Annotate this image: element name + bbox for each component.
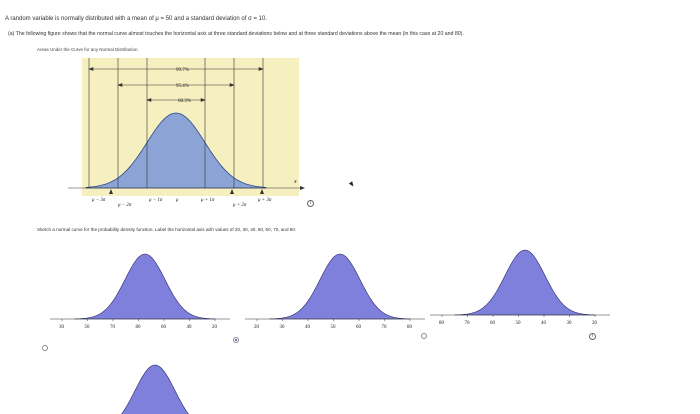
option-c-curve xyxy=(454,249,596,316)
question-part-a: (a) The following figure shows that the … xyxy=(8,31,464,37)
option-b-curve xyxy=(269,253,411,320)
pct-95-4-label: 95.4% xyxy=(176,84,189,89)
figure-caption: Areas Under the Curve for any Normal Dis… xyxy=(37,47,138,52)
label-mu-plus-3sigma: μ + 3σ xyxy=(258,198,272,203)
option-b-ticks: 20 30 40 50 60 70 80 xyxy=(254,319,413,330)
question-intro: A random variable is normally distribute… xyxy=(5,16,267,22)
tick-arrows xyxy=(109,189,264,194)
tick-label: 30 xyxy=(567,321,573,326)
tick-label: 60 xyxy=(490,321,496,326)
tick-label: 50 xyxy=(516,321,522,326)
option-a-ticks: 30 50 70 80 60 40 20 xyxy=(59,319,218,330)
tick-label: 50 xyxy=(331,325,337,330)
label-mu: μ xyxy=(176,198,179,203)
tick-label: 80 xyxy=(439,321,445,326)
tick-label: 20 xyxy=(212,325,218,330)
label-mu-plus-1sigma: μ + 1σ xyxy=(201,198,215,203)
tick-label: 60 xyxy=(161,325,167,330)
tick-label: 20 xyxy=(592,321,598,326)
option-c-graph[interactable]: 80 70 60 50 40 30 20 xyxy=(430,240,610,335)
sigma-lines xyxy=(88,58,264,188)
x-axis-arrow xyxy=(300,186,305,190)
option-a-curve xyxy=(74,253,216,320)
tick-label: 20 xyxy=(254,325,260,330)
pct-99-7-label: 99.7% xyxy=(176,68,189,73)
option-d-graph[interactable] xyxy=(95,360,215,414)
tick-label: 40 xyxy=(305,325,311,330)
x-axis-label: x xyxy=(293,179,297,185)
arrow-68-3 xyxy=(146,98,206,102)
tick-label: 60 xyxy=(356,325,362,330)
label-mu-minus-3sigma: μ − 3σ xyxy=(92,198,106,203)
option-a-radio[interactable] xyxy=(42,345,48,351)
percentage-arrows xyxy=(88,67,264,102)
arrow-95-4 xyxy=(117,83,235,87)
label-mu-minus-2sigma: μ − 2σ xyxy=(118,203,132,208)
label-mu-plus-2sigma: μ + 2σ xyxy=(233,203,247,208)
option-c-info-icon[interactable]: i xyxy=(589,333,596,340)
tick-label: 80 xyxy=(136,325,142,330)
tick-label: 70 xyxy=(110,325,116,330)
info-icon[interactable]: i xyxy=(307,200,314,207)
tick-label: 70 xyxy=(382,325,388,330)
tick-label: 50 xyxy=(85,325,91,330)
tick-label: 80 xyxy=(407,325,413,330)
option-a-graph[interactable]: 30 50 70 80 60 40 20 xyxy=(50,240,230,335)
option-b-graph[interactable]: 20 30 40 50 60 70 80 xyxy=(245,240,425,335)
option-b-radio[interactable] xyxy=(233,337,239,343)
option-d-curve xyxy=(121,364,189,414)
tick-label: 30 xyxy=(280,325,286,330)
tick-label: 70 xyxy=(465,321,471,326)
option-c-radio[interactable] xyxy=(421,333,427,339)
normal-area-diagram: x 99.7% 95.4% 68.3% μ − 3σ μ − 2σ μ − 1σ… xyxy=(68,58,305,208)
option-c-ticks: 80 70 60 50 40 30 20 xyxy=(439,315,598,326)
reference-normal-curve xyxy=(85,112,267,189)
label-mu-minus-1sigma: μ − 1σ xyxy=(149,198,163,203)
arrow-99-7 xyxy=(88,67,264,71)
pct-68-3-label: 68.3% xyxy=(178,99,191,104)
tick-label: 40 xyxy=(187,325,193,330)
tick-label: 40 xyxy=(541,321,547,326)
sketch-prompt: Sketch a normal curve for the probabilit… xyxy=(37,227,297,232)
mouse-cursor-icon xyxy=(348,181,356,188)
tick-label: 30 xyxy=(59,325,65,330)
